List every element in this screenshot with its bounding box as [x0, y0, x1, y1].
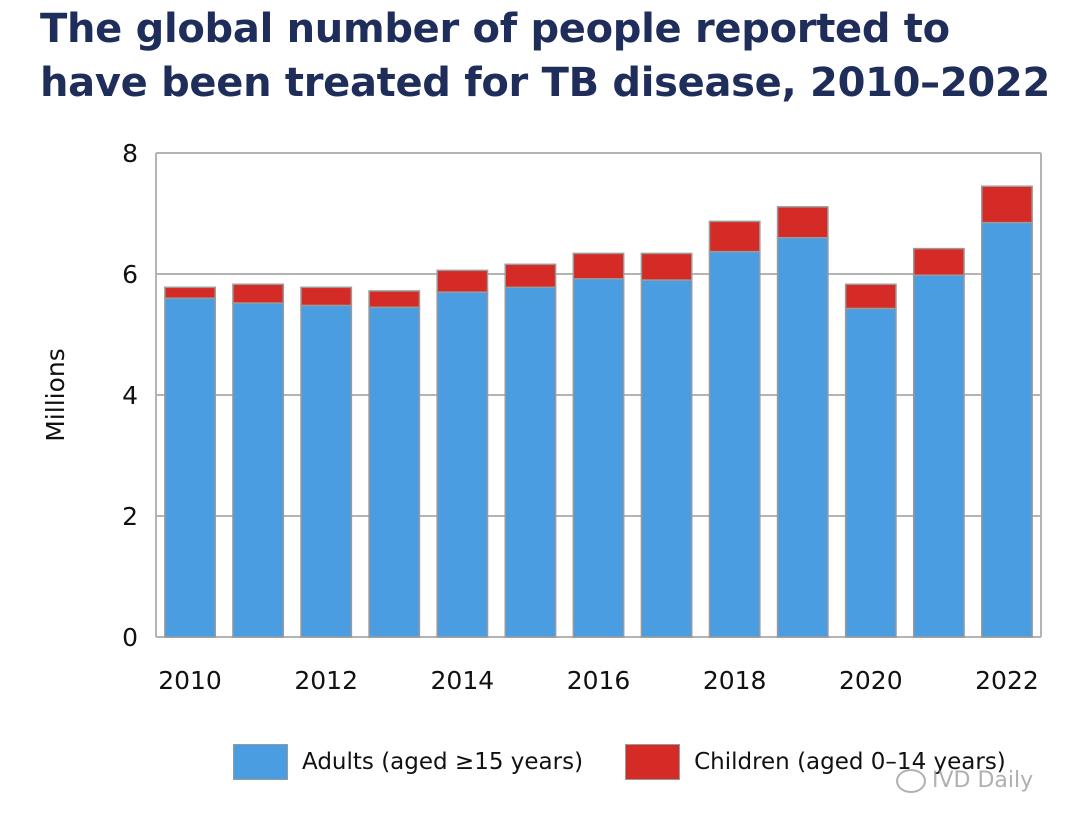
- bar-adults-2016: [572, 278, 625, 638]
- y-tick-label: 6: [122, 260, 138, 289]
- bar-adults-2021: [912, 274, 965, 638]
- bar-adults-2011: [232, 302, 285, 638]
- bar-children-2010: [164, 286, 216, 299]
- legend-item-adults: Adults (aged ≥15 years): [233, 744, 583, 780]
- bar-children-2020: [844, 283, 897, 310]
- bar-adults-2017: [640, 279, 693, 638]
- y-tick-label: 8: [122, 139, 138, 168]
- x-tick-label-2016: 2016: [567, 666, 631, 695]
- bar-children-2012: [300, 286, 353, 307]
- legend-label-children: Children (aged 0–14 years): [694, 749, 1006, 775]
- wechat-logo-icon: [896, 768, 926, 793]
- bar-adults-2012: [300, 304, 353, 638]
- bar-adults-2015: [504, 286, 557, 638]
- y-tick-label: 2: [122, 502, 138, 531]
- bar-adults-2020: [844, 307, 897, 638]
- y-axis-label: Millions: [41, 348, 70, 442]
- bar-children-2016: [572, 252, 625, 280]
- axis-layer: 0 2 4 6 8 2010 2012 2014 2016 2018 2020 2022: [122, 139, 1039, 695]
- stacked-bar-chart: 0 2 4 6 8 2010 2012 2014 2016 2018 2020 2022 Millio…: [41, 139, 1042, 695]
- x-tick-label-2010: 2010: [158, 666, 222, 695]
- bar-adults-2013: [368, 306, 421, 638]
- x-tick-label-2022: 2022: [975, 666, 1039, 695]
- bar-adults-2014: [436, 291, 489, 638]
- bar-children-2017: [640, 252, 693, 281]
- legend-swatch-adults: [233, 744, 288, 780]
- bar-adults-2019: [776, 236, 829, 638]
- legend-label-adults: Adults (aged ≥15 years): [302, 749, 584, 775]
- bar-children-2013: [368, 290, 421, 309]
- x-tick-label-2014: 2014: [431, 666, 495, 695]
- legend: Adults (aged ≥15 years) Children (aged 0…: [233, 744, 1048, 780]
- y-tick-label: 0: [122, 623, 138, 652]
- bar-children-2022: [981, 185, 1033, 224]
- bar-adults-2010: [164, 297, 216, 638]
- bar-adults-2018: [708, 250, 761, 638]
- bar-children-2015: [504, 263, 557, 289]
- bars-layer: [164, 185, 1033, 638]
- x-tick-label-2012: 2012: [294, 666, 358, 695]
- x-tick-label-2020: 2020: [839, 666, 903, 695]
- legend-swatch-children: [625, 744, 681, 780]
- watermark: IVD Daily: [896, 768, 1033, 793]
- chart-title: The global number of people reported to …: [40, 6, 1050, 106]
- bar-adults-2022: [981, 221, 1033, 638]
- bar-children-2018: [708, 220, 761, 253]
- y-tick-label: 4: [122, 381, 138, 410]
- x-tick-label-2018: 2018: [703, 666, 767, 695]
- bar-children-2014: [436, 269, 489, 293]
- bar-children-2011: [232, 283, 285, 304]
- legend-item-children: Children (aged 0–14 years): [625, 744, 1006, 780]
- bar-children-2019: [776, 206, 829, 239]
- watermark-text: IVD Daily: [932, 768, 1034, 793]
- bar-children-2021: [912, 247, 965, 276]
